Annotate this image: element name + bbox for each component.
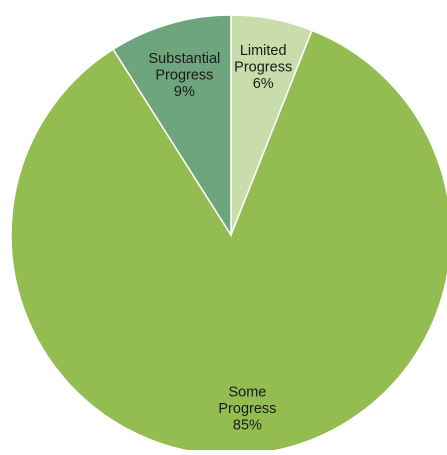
data-label-text: Progress [234,59,292,75]
data-label-some-progress: Some Progress 85% [218,385,276,434]
data-label-limited-progress: Limited Progress 6% [234,43,292,92]
data-label-text: Some [228,385,266,401]
data-label-percent: 9% [174,84,195,100]
data-label-text: Progress [218,401,276,417]
data-label-text: Limited [240,43,287,59]
data-label-percent: 85% [233,418,262,434]
data-label-text: Substantial [149,51,221,67]
data-label-text: Progress [155,67,213,83]
pie-slice-substantial-progress [112,14,232,238]
data-label-substantial-progress: Substantial Progress 9% [149,51,221,100]
data-label-percent: 6% [253,76,274,92]
